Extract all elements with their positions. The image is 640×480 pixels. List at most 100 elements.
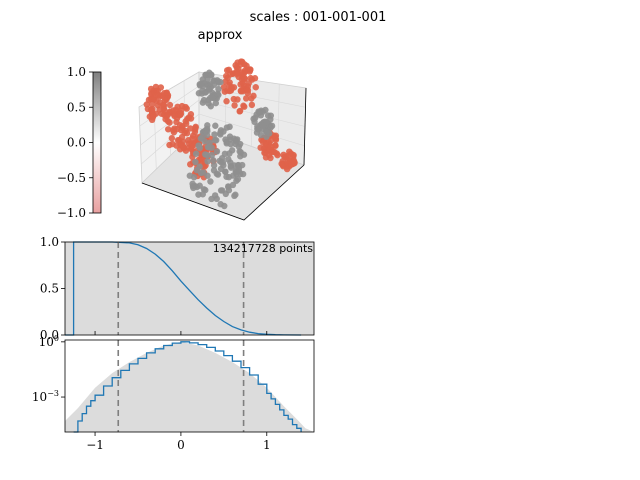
scatter-point	[192, 123, 199, 131]
scatter-point	[186, 172, 194, 179]
scatter-point	[147, 85, 155, 93]
x-tick-label: 1	[263, 438, 271, 452]
scatter-point	[221, 150, 229, 158]
scatter-point	[187, 125, 194, 132]
scatter-point	[163, 89, 170, 96]
scatter-point	[166, 101, 174, 109]
scatter-point	[226, 150, 233, 157]
scatter-point	[183, 130, 191, 137]
scatter-point	[247, 66, 254, 73]
scatter-point	[223, 98, 230, 105]
scatter-point	[208, 151, 216, 159]
scatter-point	[197, 169, 205, 177]
scatter-point	[144, 105, 152, 113]
scatter-point	[160, 102, 168, 109]
scatter-point	[213, 170, 220, 177]
scatter-point	[212, 99, 220, 107]
scatter-point	[268, 122, 276, 130]
scatter-point	[237, 81, 244, 88]
scatter-point	[228, 83, 235, 91]
cumulative-panel: 0.0 0.5 1.0 134217728 points	[40, 235, 315, 342]
scatter-point	[170, 107, 177, 114]
scatter-point	[255, 126, 262, 133]
scatter-point	[190, 184, 197, 192]
points-annotation: 134217728 points	[213, 242, 314, 255]
scatter-point	[204, 158, 211, 165]
y-tick-label: 10−3	[32, 389, 59, 404]
scatter-point	[209, 94, 216, 101]
scatter-point	[233, 170, 240, 178]
scatter-point	[178, 133, 186, 141]
colorbar-tick-label: 0.0	[67, 136, 86, 150]
scatter-point	[255, 108, 262, 115]
scatter-point	[215, 85, 222, 93]
scatter-point	[287, 150, 295, 157]
scatter-point	[199, 191, 206, 198]
scatter-point	[226, 123, 233, 131]
scatter-point	[164, 111, 172, 119]
scatter-point	[213, 137, 220, 144]
colorbar-gradient	[92, 71, 102, 214]
scatter-point	[217, 187, 225, 194]
scatter-point	[207, 103, 214, 110]
colorbar-tick-label: 1.0	[67, 65, 86, 79]
scatter-point	[231, 192, 238, 200]
scatter-point	[179, 143, 187, 151]
scatter-point	[271, 148, 278, 156]
scatter-point	[251, 118, 258, 126]
scatter-point	[178, 126, 185, 134]
scatter-point	[236, 108, 243, 115]
scatter-point	[244, 87, 252, 94]
scatter-point	[222, 136, 229, 143]
histogram-panel: 100 10−3 −1 0 1	[32, 334, 315, 452]
x-tick-label: −1	[86, 438, 104, 452]
scatter-point	[272, 134, 279, 141]
scatter-point	[272, 142, 279, 149]
scatter-point	[182, 103, 189, 111]
y-tick-label: 0.5	[40, 282, 59, 296]
scatter-point	[192, 150, 200, 157]
figure-suptitle: scales : 001-001-001	[250, 10, 387, 25]
scatter-point	[231, 102, 238, 109]
y-tick-label: 0.0	[40, 328, 59, 342]
scatter-point	[196, 144, 203, 152]
scatter-point	[220, 84, 228, 91]
scatter-point	[289, 157, 297, 164]
3d-points	[143, 58, 298, 210]
scatter-point	[204, 152, 211, 159]
panel-title: approx	[198, 28, 243, 43]
scatter-point	[149, 95, 157, 102]
scatter-point	[150, 112, 157, 119]
scatter-point	[284, 157, 292, 164]
scatter-point	[210, 162, 218, 169]
scatter-point	[206, 139, 213, 146]
scatter-point	[152, 83, 160, 91]
scatter-point	[265, 144, 272, 152]
scatter-point	[229, 181, 237, 189]
scatter-point	[241, 75, 248, 83]
y-tick-label: 100	[39, 334, 59, 349]
scatter-point	[240, 102, 247, 109]
scatter-point	[257, 144, 264, 151]
scatter-point	[252, 84, 259, 91]
scatter-point	[210, 81, 218, 89]
scatter-point	[266, 130, 273, 137]
histogram-axes-frame	[64, 339, 315, 433]
scatter-point	[187, 115, 195, 122]
colorbar-tick-label: −1.0	[57, 206, 86, 220]
scatter-point	[197, 135, 205, 142]
scatter-point	[283, 165, 291, 173]
scatter-point	[235, 161, 242, 169]
scatter-point	[234, 96, 241, 103]
scatter-point	[219, 159, 227, 166]
scatter-point	[239, 170, 247, 178]
scatter-point	[171, 112, 178, 120]
scatter-point	[263, 118, 270, 126]
scatter-point	[154, 91, 162, 99]
grid-line	[198, 113, 305, 147]
scatter-3d-panel	[138, 58, 307, 221]
scatter-point	[248, 76, 256, 83]
scatter-point	[232, 62, 239, 69]
x-tick-label: 0	[177, 438, 185, 452]
